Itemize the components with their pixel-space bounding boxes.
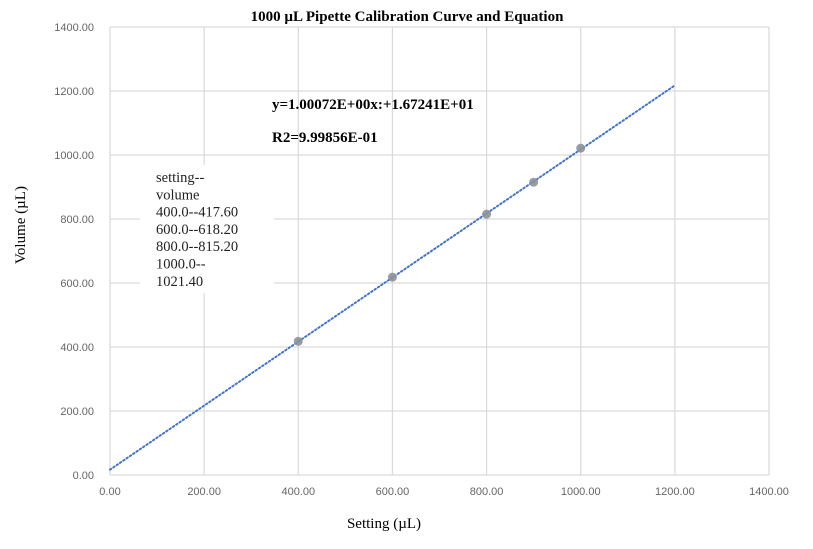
x-tick-label: 1200.00 (655, 486, 695, 498)
y-tick-label: 1400.00 (54, 22, 94, 34)
x-tick-label: 600.00 (376, 486, 410, 498)
data-point (387, 272, 397, 282)
data-point (576, 143, 586, 153)
x-tick-label: 200.00 (187, 486, 221, 498)
data-point (293, 336, 303, 346)
data-table-line: 800.0--815.20 (156, 239, 238, 255)
x-axis-ticks: 0.00 200.00 400.00 600.00 800.00 1000.00 1200.… (99, 486, 789, 498)
equation-label: y=1.00072E+00x:+1.67241E+01 (272, 97, 474, 113)
x-tick-label: 400.00 (281, 486, 315, 498)
y-axis-label: Volume (µL) (13, 186, 29, 264)
x-tick-label: 1400.00 (749, 486, 789, 498)
x-tick-label: 0.00 (99, 486, 120, 498)
y-tick-label: 1000.00 (54, 150, 94, 162)
y-tick-label: 200.00 (60, 406, 94, 418)
x-tick-label: 800.00 (470, 486, 504, 498)
y-tick-label: 600.00 (60, 278, 94, 290)
data-table-line: 600.0--618.20 (156, 222, 238, 238)
y-tick-label: 800.00 (60, 214, 94, 226)
y-tick-label: 0.00 (73, 470, 94, 482)
data-table-line: 1000.0-- (156, 257, 206, 273)
chart-title: 1000 µL Pipette Calibration Curve and Eq… (251, 9, 564, 25)
data-table-line: 400.0--417.60 (156, 205, 238, 221)
data-table-line: volume (156, 187, 200, 203)
data-table-line: 1021.40 (156, 274, 203, 290)
r2-label: R2=9.99856E-01 (272, 130, 378, 146)
data-table-text: setting--volume 400.0--417.60600.0--618.2… (156, 170, 238, 290)
data-point (529, 177, 539, 187)
y-tick-label: 400.00 (60, 342, 94, 354)
x-axis-label: Setting (µL) (347, 516, 421, 532)
data-table-line: setting-- (156, 170, 204, 186)
data-table-box (140, 165, 274, 293)
y-axis-ticks: 0.00 200.00 400.00 600.00 800.00 1000.00 1200.… (54, 22, 94, 482)
data-points (293, 143, 586, 346)
x-tick-label: 1000.00 (561, 486, 601, 498)
y-tick-label: 1200.00 (54, 86, 94, 98)
data-point (482, 209, 492, 219)
